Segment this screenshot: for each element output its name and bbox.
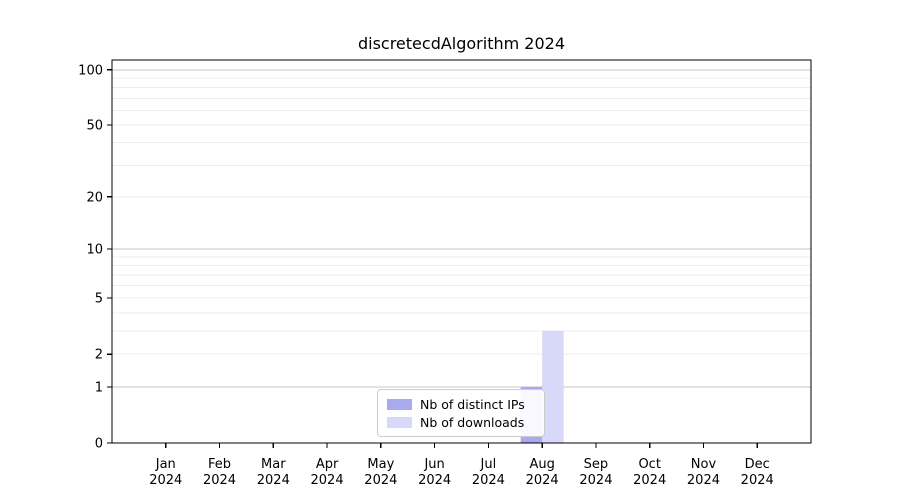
x-tick-label: Jul 2024 xyxy=(472,457,505,488)
y-tick-label: 1 xyxy=(95,380,103,395)
y-tick-label: 0 xyxy=(95,437,103,452)
x-tick-label: Aug 2024 xyxy=(526,457,559,488)
x-tick-label: Feb 2024 xyxy=(203,457,236,488)
gridlines xyxy=(112,69,811,388)
y-tick-label: 100 xyxy=(78,63,103,78)
bar-nb-of-downloads xyxy=(542,330,564,443)
x-tick-label: May 2024 xyxy=(364,457,397,488)
x-tick-label: Jan 2024 xyxy=(149,457,182,488)
legend-item-downloads: Nb of downloads xyxy=(387,413,536,431)
y-tick-label: 20 xyxy=(86,190,103,205)
y-tick-label: 5 xyxy=(95,292,103,307)
chart-title: discretecdAlgorithm 2024 xyxy=(357,34,566,53)
legend-label-downloads: Nb of downloads xyxy=(420,414,525,430)
x-axis: Jan 2024 Feb 2024 Mar 2024 Apr 2024 May 2024 Jun 20… xyxy=(149,443,774,488)
plot-border xyxy=(111,59,812,444)
legend-item-distinct-ips: Nb of distinct IPs xyxy=(387,395,536,413)
y-axis: 0 1 2 5 10 20 50 100 xyxy=(78,63,112,452)
x-tick-label: Sep 2024 xyxy=(579,457,612,488)
x-tick-label: Jun 2024 xyxy=(418,457,451,488)
x-tick-label: Dec 2024 xyxy=(741,457,774,488)
legend-swatch-downloads xyxy=(387,416,412,428)
legend-label-distinct-ips: Nb of distinct IPs xyxy=(420,396,525,412)
y-tick-label: 2 xyxy=(95,348,103,363)
legend: Nb of distinct IPs Nb of downloads xyxy=(377,389,545,437)
y-tick-label: 50 xyxy=(86,119,103,134)
x-tick-label: Oct 2024 xyxy=(633,457,666,488)
x-tick-label: Nov 2024 xyxy=(687,457,720,488)
x-tick-label: Mar 2024 xyxy=(257,457,290,488)
x-tick-label: Apr 2024 xyxy=(311,457,344,488)
legend-swatch-distinct-ips xyxy=(387,398,412,410)
y-tick-label: 10 xyxy=(86,243,103,258)
